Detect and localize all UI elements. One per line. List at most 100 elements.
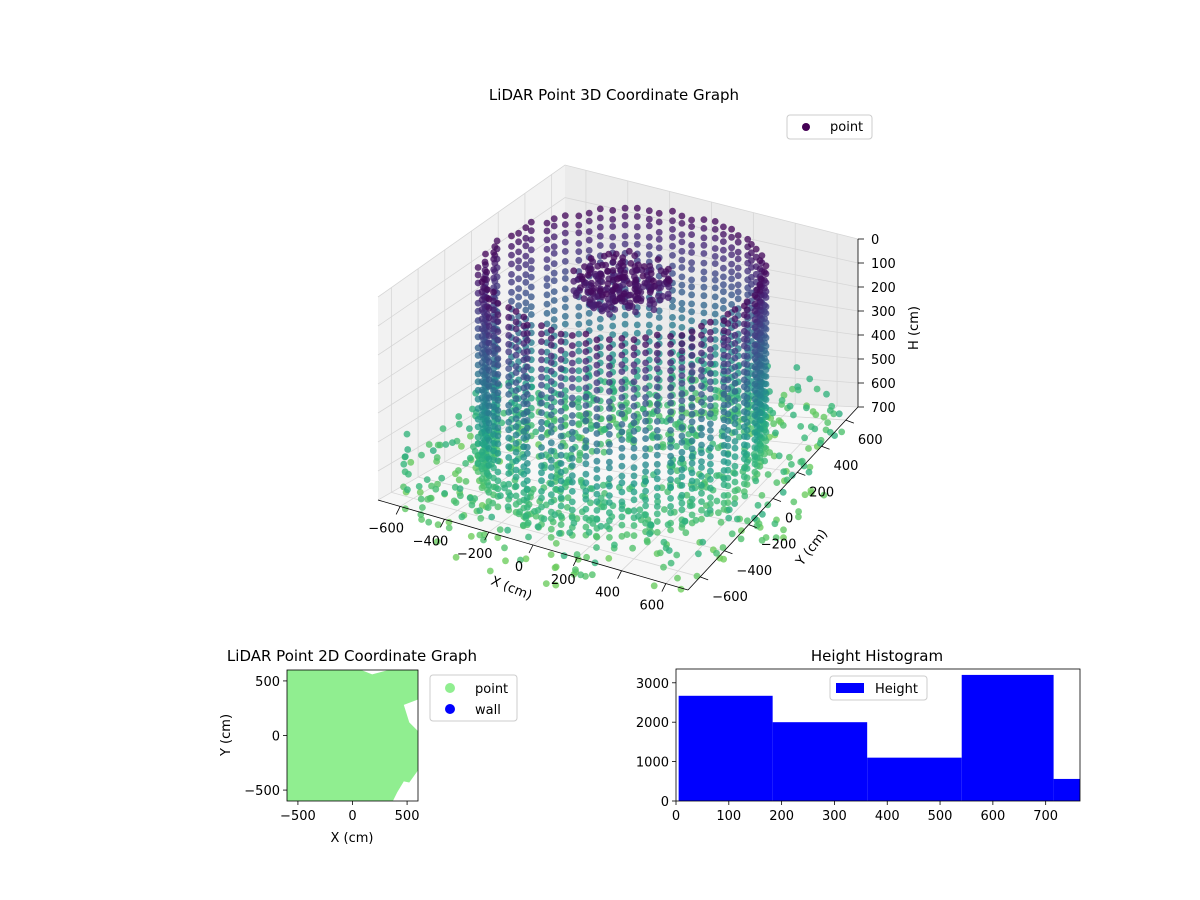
chart-3d-point xyxy=(731,340,739,347)
chart-3d-point xyxy=(494,457,502,465)
chart-3d-point xyxy=(640,263,648,270)
chart-3d-point xyxy=(725,514,733,522)
chart-3d-x-tick-label: −600 xyxy=(368,521,404,536)
chart-3d-point xyxy=(561,295,569,303)
chart-3d-point xyxy=(551,564,559,572)
chart-3d-point xyxy=(740,441,748,449)
chart-3d-point xyxy=(478,465,486,473)
chart-3d-point xyxy=(474,415,482,423)
chart-3d-point xyxy=(568,375,576,383)
chart-3d-point xyxy=(512,492,520,500)
grid-line-h xyxy=(377,197,859,327)
chart-3d-point xyxy=(575,367,583,375)
chart-3d-point xyxy=(693,572,701,580)
chart-3d-point xyxy=(593,474,601,482)
chart-3d-point xyxy=(527,218,535,226)
chart-3d-point xyxy=(505,391,513,398)
chart-3d-point xyxy=(661,506,668,513)
chart-3d-point xyxy=(653,503,661,510)
histogram-x-tick-label: 500 xyxy=(928,809,953,824)
chart-3d-point xyxy=(618,403,626,411)
chart-3d-point xyxy=(688,501,696,509)
chart-3d-point xyxy=(766,449,774,456)
chart-3d-point xyxy=(707,434,714,442)
chart-3d-point xyxy=(678,247,686,255)
chart-3d: LiDAR Point 3D Coordinate Graph −600 −400… xyxy=(368,86,922,614)
chart-3d-point xyxy=(628,303,636,310)
chart-3d-point xyxy=(683,438,691,445)
chart-3d-point xyxy=(711,378,719,385)
chart-3d-point xyxy=(698,458,705,465)
chart-3d-point xyxy=(550,297,558,304)
chart-3d-point xyxy=(711,284,719,292)
chart-3d-point xyxy=(547,422,555,430)
chart-3d-point xyxy=(700,250,708,257)
chart-3d-point xyxy=(625,407,632,415)
chart-3d-point xyxy=(740,342,748,350)
chart-3d-point xyxy=(748,257,755,264)
chart-histogram: Height Histogram 0 100 200 300 400 500 600 7000… xyxy=(636,647,1081,824)
chart-3d-point xyxy=(527,273,535,281)
chart-3d-point xyxy=(557,494,565,502)
chart-3d-point xyxy=(538,399,545,407)
chart-3d-point xyxy=(512,440,520,447)
chart-3d-point xyxy=(485,348,493,356)
chart-3d-point xyxy=(515,257,522,265)
chart-3d-point xyxy=(700,216,708,224)
chart-3d-point xyxy=(688,511,696,519)
chart-3d-point xyxy=(561,303,569,311)
chart-3d-point xyxy=(575,340,583,348)
chart-3d-point xyxy=(621,320,629,328)
chart-3d-point xyxy=(570,267,578,275)
chart-3d-point xyxy=(646,530,654,538)
chart-3d-point xyxy=(734,232,742,239)
histogram-title: Height Histogram xyxy=(811,647,943,665)
chart-3d-point xyxy=(538,356,545,364)
chart-3d-point xyxy=(512,473,520,481)
chart-3d-point xyxy=(621,298,629,306)
chart-3d-point xyxy=(660,563,667,571)
chart-3d-point xyxy=(568,428,576,436)
chart-3d-point xyxy=(478,378,486,386)
chart-3d-point xyxy=(731,414,739,421)
chart-3d-point xyxy=(593,336,601,344)
chart-3d-point xyxy=(733,515,741,523)
chart-3d-point xyxy=(452,553,460,561)
chart-3d-point xyxy=(667,559,675,567)
chart-3d-point xyxy=(669,321,676,329)
chart-3d-point xyxy=(485,410,493,417)
chart-3d-point xyxy=(442,441,450,448)
chart-3d-point xyxy=(683,443,691,451)
chart-3d-point xyxy=(557,407,565,415)
chart-3d-point xyxy=(731,500,738,507)
chart-3d-point xyxy=(505,470,513,477)
chart-3d-point xyxy=(711,218,719,225)
chart-3d-point xyxy=(678,448,686,456)
chart-3d-point xyxy=(508,251,515,259)
chart-3d-point xyxy=(678,455,686,463)
chart-3d-point xyxy=(642,366,649,374)
chart-3d-point xyxy=(751,348,759,355)
chart-3d-point xyxy=(538,373,545,381)
chart-3d-point xyxy=(478,359,486,366)
chart-3d-point xyxy=(575,420,583,428)
chart-3d-point xyxy=(734,281,742,289)
chart-3d-point xyxy=(751,292,759,299)
chart-3d-title: LiDAR Point 3D Coordinate Graph xyxy=(489,86,739,104)
chart-3d-point xyxy=(630,472,638,480)
chart-3d-point xyxy=(505,426,513,434)
chart-3d-h-tick-label: 0 xyxy=(871,233,879,248)
chart-3d-point xyxy=(568,419,576,427)
chart-3d-point xyxy=(698,515,705,523)
chart-3d-point xyxy=(688,308,695,316)
chart-2d-y-tick-label: 0 xyxy=(272,730,280,745)
chart-3d-point xyxy=(605,250,613,258)
chart-3d-y-tick xyxy=(797,471,806,476)
chart-3d-point xyxy=(630,532,638,539)
chart-3d-point xyxy=(606,458,613,466)
chart-3d-point xyxy=(547,394,555,402)
chart-3d-point xyxy=(550,222,558,230)
chart-3d-point xyxy=(478,475,486,483)
chart-3d-point xyxy=(572,292,580,299)
